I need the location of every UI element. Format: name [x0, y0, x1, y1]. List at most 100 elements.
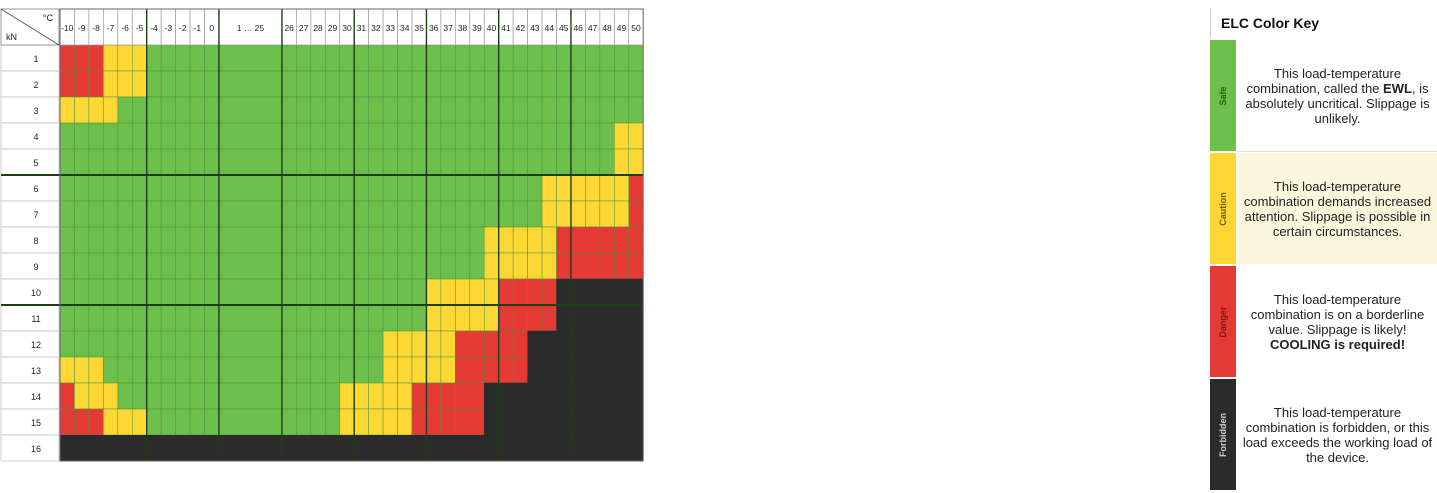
row-header-bg [0, 356, 60, 384]
cell-11-7 [160, 304, 176, 332]
cell-15-15 [325, 408, 340, 436]
column-header-label: 46 [573, 23, 583, 33]
cell-5-26 [484, 148, 499, 176]
cell-1-35 [614, 44, 629, 72]
cell-11-3 [103, 304, 119, 332]
cell-8-25 [469, 226, 485, 254]
cell-2-27 [498, 70, 514, 98]
safe-description: This load-temperature combination, calle… [1238, 40, 1437, 152]
cell-14-14 [310, 382, 326, 410]
cell-3-36 [628, 96, 644, 124]
cell-2-34 [599, 70, 615, 98]
cell-7-25 [469, 200, 485, 228]
cell-3-9 [189, 96, 205, 124]
cell-2-13 [296, 70, 312, 98]
key-row-caution: Caution This load-temperature combinatio… [1210, 153, 1437, 264]
cell-2-9 [189, 70, 205, 98]
cell-9-17 [353, 252, 369, 280]
cell-4-5 [132, 122, 147, 150]
cell-9-31 [556, 252, 572, 280]
cell-12-11 [218, 330, 283, 358]
cell-10-35 [614, 278, 629, 306]
forbidden-description: This load-temperature combination is for… [1238, 379, 1437, 490]
cell-8-36 [628, 226, 644, 254]
cell-11-15 [325, 304, 340, 332]
cell-11-9 [189, 304, 205, 332]
cell-4-9 [189, 122, 205, 150]
cell-10-16 [339, 278, 355, 306]
cell-2-2 [88, 70, 104, 98]
cell-7-23 [440, 200, 456, 228]
cell-11-8 [175, 304, 191, 332]
cell-8-16 [339, 226, 355, 254]
cell-3-30 [541, 96, 557, 124]
cell-1-4 [117, 44, 133, 72]
cell-11-30 [541, 304, 557, 332]
cell-1-18 [368, 44, 384, 72]
cell-15-0 [59, 408, 75, 436]
cell-10-7 [160, 278, 176, 306]
column-headers: -10 -9 -8 -7 -6 -5 -4 -3 -2 -1 0 1 … 25 26 27 28 29 30 31… [59, 8, 644, 46]
cell-5-32 [570, 148, 586, 176]
cell-15-23 [440, 408, 456, 436]
cell-8-3 [103, 226, 119, 254]
cell-8-12 [281, 226, 297, 254]
cell-4-33 [585, 122, 601, 150]
cell-7-15 [325, 200, 340, 228]
cell-8-17 [353, 226, 369, 254]
cell-9-13 [296, 252, 312, 280]
column-header-label: 35 [414, 23, 424, 33]
cell-14-24 [455, 382, 471, 410]
cell-10-4 [117, 278, 133, 306]
cell-2-8 [175, 70, 191, 98]
cell-5-20 [397, 148, 413, 176]
cell-6-5 [132, 174, 147, 202]
cell-10-17 [353, 278, 369, 306]
cell-1-7 [160, 44, 176, 72]
row-header-label: 11 [31, 314, 40, 324]
cell-13-5 [132, 356, 147, 384]
cell-5-30 [541, 148, 557, 176]
cell-4-15 [325, 122, 340, 150]
cell-15-30 [541, 408, 557, 436]
cell-5-22 [426, 148, 442, 176]
cell-7-36 [628, 200, 644, 228]
cell-10-24 [455, 278, 471, 306]
cell-6-20 [397, 174, 413, 202]
cell-4-6 [146, 122, 162, 150]
cell-7-13 [296, 200, 312, 228]
cell-13-26 [484, 356, 499, 384]
cell-9-20 [397, 252, 413, 280]
cell-10-28 [512, 278, 528, 306]
cell-10-15 [325, 278, 340, 306]
cell-12-21 [411, 330, 427, 358]
cell-13-24 [455, 356, 471, 384]
cell-8-24 [455, 226, 471, 254]
cell-4-20 [397, 122, 413, 150]
cell-7-16 [339, 200, 355, 228]
cell-10-8 [175, 278, 191, 306]
column-header-label: 34 [400, 23, 410, 33]
cell-7-33 [585, 200, 601, 228]
cell-2-4 [117, 70, 133, 98]
cell-1-17 [353, 44, 369, 72]
cell-10-3 [103, 278, 119, 306]
cell-15-29 [527, 408, 543, 436]
cell-5-25 [469, 148, 485, 176]
forbidden-text: This load-temperature combination is for… [1242, 404, 1433, 465]
cell-12-9 [189, 330, 205, 358]
cell-6-14 [310, 174, 326, 202]
cell-4-17 [353, 122, 369, 150]
cell-10-1 [74, 278, 90, 306]
cell-14-22 [426, 382, 442, 410]
cell-5-6 [146, 148, 162, 176]
cell-4-28 [512, 122, 528, 150]
color-key-title: ELC Color Key [1210, 8, 1435, 38]
cell-7-11 [218, 200, 283, 228]
cell-2-5 [132, 70, 147, 98]
cell-6-23 [440, 174, 456, 202]
cell-2-31 [556, 70, 572, 98]
cell-5-27 [498, 148, 514, 176]
cell-15-18 [368, 408, 384, 436]
cell-1-19 [382, 44, 398, 72]
